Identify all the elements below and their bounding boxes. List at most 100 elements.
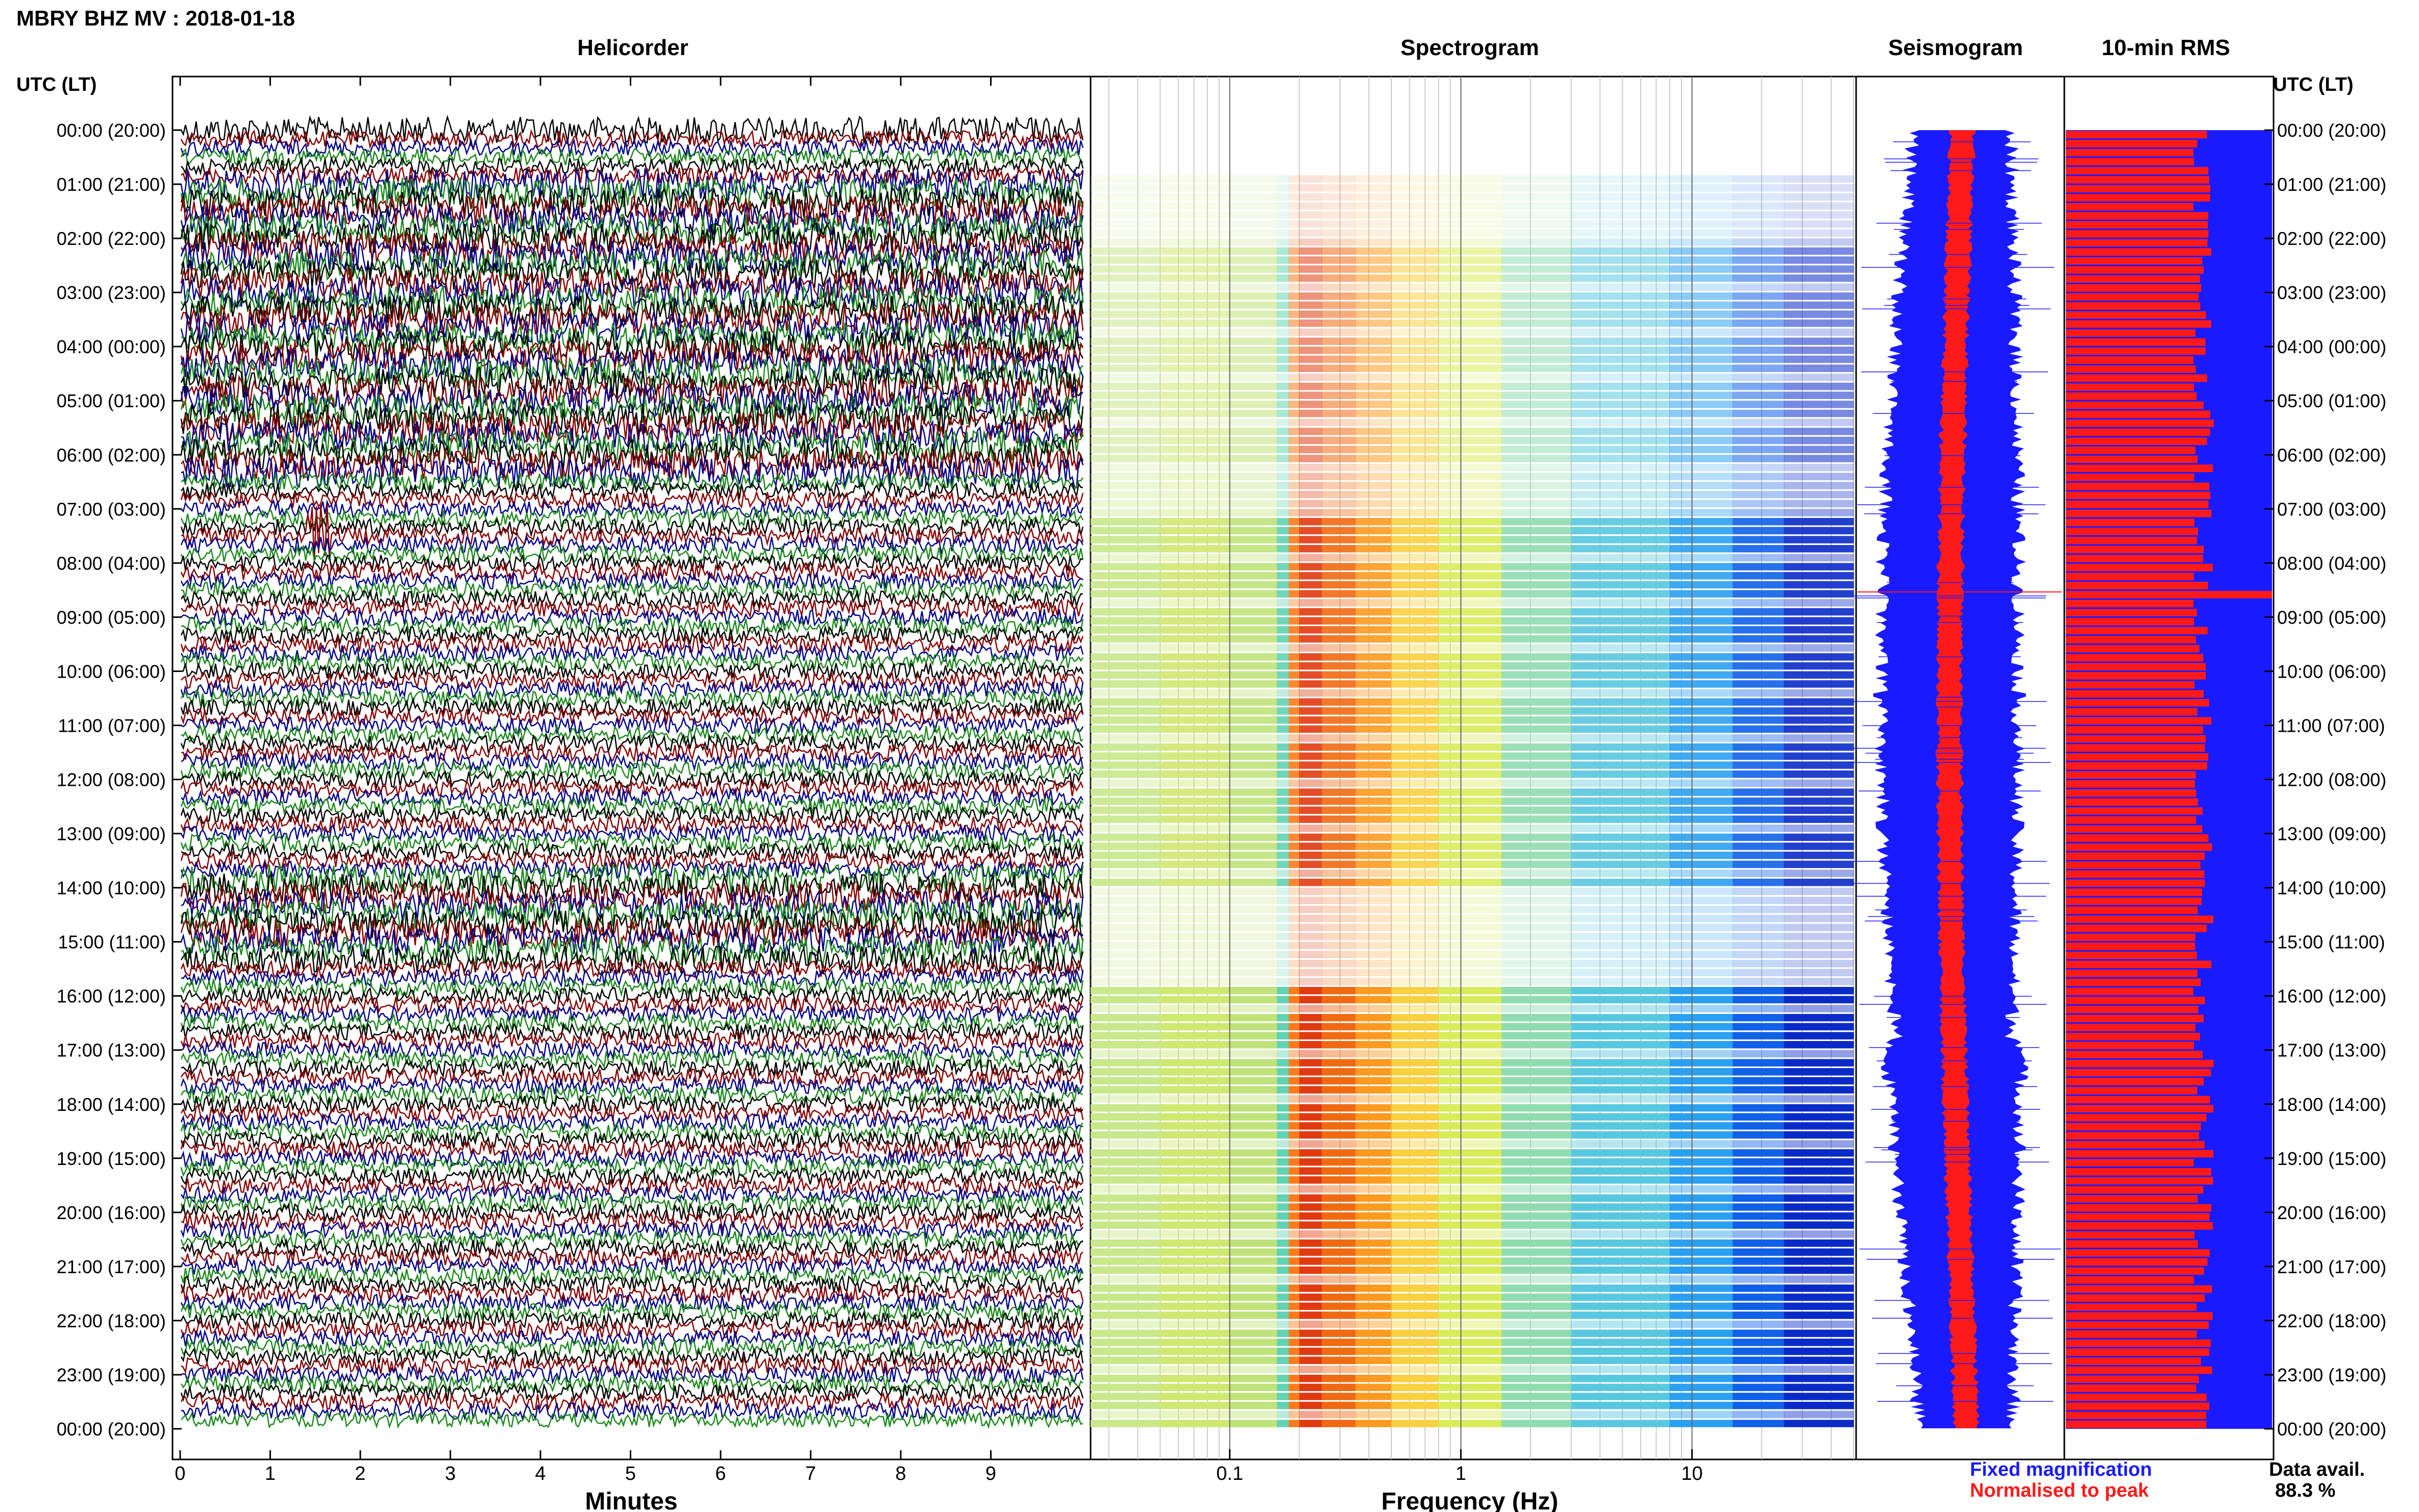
spectrogram-cell bbox=[1277, 987, 1290, 995]
spectrogram-cell bbox=[1355, 292, 1392, 300]
spectrogram-cell bbox=[1784, 1158, 1854, 1166]
spectrogram-cell bbox=[1091, 734, 1161, 742]
spectrogram-cell bbox=[1669, 554, 1733, 562]
spectrogram-cell bbox=[1160, 256, 1230, 264]
spectrogram-cell bbox=[1501, 193, 1572, 201]
helicorder-trace bbox=[180, 239, 1084, 274]
spectrogram-cell bbox=[1091, 256, 1161, 264]
spectrogram-cell bbox=[1321, 1239, 1356, 1247]
spectrogram-cell bbox=[1321, 1077, 1356, 1085]
spectrogram-cell bbox=[1289, 220, 1300, 228]
spectrogram-cell bbox=[1733, 319, 1785, 327]
spectrogram-cell bbox=[1091, 1248, 1161, 1256]
spectrogram-cell bbox=[1571, 1383, 1670, 1392]
spectrogram-cell bbox=[1391, 391, 1439, 399]
spectrogram-cell bbox=[1571, 445, 1670, 454]
spectrogram-cell bbox=[1289, 1420, 1300, 1427]
spectrogram-cell bbox=[1321, 1113, 1356, 1121]
spectrogram-cell bbox=[1438, 265, 1502, 273]
spectrogram-cell bbox=[1784, 689, 1854, 697]
spectrogram-cell bbox=[1571, 716, 1670, 724]
rms-bar bbox=[2066, 563, 2213, 572]
spectrogram-cell bbox=[1321, 283, 1356, 291]
spectrogram-cell bbox=[1091, 1284, 1161, 1292]
hour-tick-label: 16:00 (12:00) bbox=[57, 986, 166, 1007]
spectrogram-cell bbox=[1501, 482, 1572, 489]
helicorder-trace bbox=[180, 796, 1083, 816]
spectrogram-cell bbox=[1669, 211, 1733, 219]
spectrogram-cell bbox=[1784, 725, 1854, 733]
spectrogram-cell bbox=[1571, 211, 1670, 219]
spectrogram-cell bbox=[1784, 527, 1854, 535]
rms-bar bbox=[2066, 1348, 2210, 1356]
spectrogram-cell bbox=[1229, 301, 1277, 309]
spectrogram-cell bbox=[1669, 247, 1733, 255]
spectrogram-cell bbox=[1733, 355, 1785, 363]
spectrogram-cell bbox=[1784, 1402, 1854, 1409]
spectrogram-cell bbox=[1160, 1014, 1230, 1022]
rms-bar bbox=[2066, 1059, 2214, 1068]
spectrogram-cell bbox=[1355, 1050, 1392, 1058]
spectrogram-cell bbox=[1669, 346, 1733, 354]
spectrogram-cell bbox=[1277, 978, 1290, 985]
helicorder-trace bbox=[180, 688, 1084, 709]
spectrogram-cell bbox=[1289, 897, 1300, 904]
spectrogram-cell bbox=[1733, 1104, 1785, 1112]
spectrogram-cell bbox=[1091, 1402, 1161, 1409]
spectrogram-cell bbox=[1355, 319, 1392, 327]
helicorder-trace bbox=[180, 276, 1084, 310]
spectrogram-cell bbox=[1229, 698, 1277, 706]
minutes-axis-label: Minutes bbox=[585, 1488, 677, 1512]
spectrogram-cell bbox=[1321, 1393, 1356, 1400]
spectrogram-cell bbox=[1669, 1122, 1733, 1130]
spectrogram-cell bbox=[1784, 824, 1854, 832]
spectrogram-cell bbox=[1289, 1284, 1300, 1292]
spectrogram-cell bbox=[1321, 265, 1356, 273]
spectrogram-cell bbox=[1160, 1131, 1230, 1139]
spectrogram-cell bbox=[1784, 509, 1854, 516]
spectrogram-cell bbox=[1229, 473, 1277, 481]
spectrogram-cell bbox=[1277, 1068, 1290, 1076]
helicorder-trace bbox=[181, 1364, 1084, 1385]
spectrogram-cell bbox=[1289, 1257, 1300, 1265]
spectrogram-cell bbox=[1160, 1239, 1230, 1247]
spectrogram-cell bbox=[1160, 545, 1230, 553]
spectrogram-cell bbox=[1355, 1005, 1392, 1012]
spectrogram-cell bbox=[1299, 924, 1322, 931]
helicorder-trace bbox=[181, 616, 1084, 637]
spectrogram-cell bbox=[1299, 1194, 1322, 1202]
spectrogram-cell bbox=[1733, 202, 1785, 210]
spectrogram-cell bbox=[1669, 1185, 1733, 1193]
rms-bar bbox=[2066, 1321, 2209, 1329]
spectrogram-cell bbox=[1160, 500, 1230, 508]
spectrogram-cell bbox=[1289, 391, 1300, 399]
spectrogram-cell bbox=[1160, 1230, 1230, 1238]
spectrogram-cell bbox=[1160, 1104, 1230, 1112]
spectrogram-cell bbox=[1784, 563, 1854, 571]
spectrogram-cell bbox=[1571, 409, 1670, 417]
spectrogram-cell bbox=[1391, 283, 1439, 291]
spectrogram-cell bbox=[1669, 1284, 1733, 1292]
spectrogram-cell bbox=[1733, 1095, 1785, 1103]
spectrogram-cell bbox=[1289, 833, 1300, 841]
spectrogram-cell bbox=[1438, 554, 1502, 562]
spectrogram-cell bbox=[1571, 680, 1670, 688]
legend-fixed-magnification: Fixed magnification bbox=[1970, 1459, 2152, 1480]
spectrogram-cell bbox=[1501, 905, 1572, 913]
spectrogram-cell bbox=[1501, 1095, 1572, 1103]
spectrogram-cell bbox=[1669, 905, 1733, 913]
spectrogram-cell bbox=[1391, 1347, 1439, 1355]
spectrogram-cell bbox=[1669, 662, 1733, 670]
rms-bar bbox=[2066, 933, 2195, 941]
rms-bar bbox=[2066, 600, 2194, 608]
spectrogram-cell bbox=[1321, 734, 1356, 742]
helicorder-trace bbox=[180, 338, 1084, 373]
spectrogram-cell bbox=[1160, 518, 1230, 526]
spectrogram-cell bbox=[1784, 752, 1854, 760]
spectrogram-cell bbox=[1784, 1420, 1854, 1427]
spectrogram-cell bbox=[1355, 463, 1392, 472]
spectrogram-cell bbox=[1438, 374, 1502, 381]
spectrogram-cell bbox=[1277, 1257, 1290, 1265]
spectrogram-cell bbox=[1571, 662, 1670, 670]
spectrogram-cell bbox=[1299, 941, 1322, 950]
